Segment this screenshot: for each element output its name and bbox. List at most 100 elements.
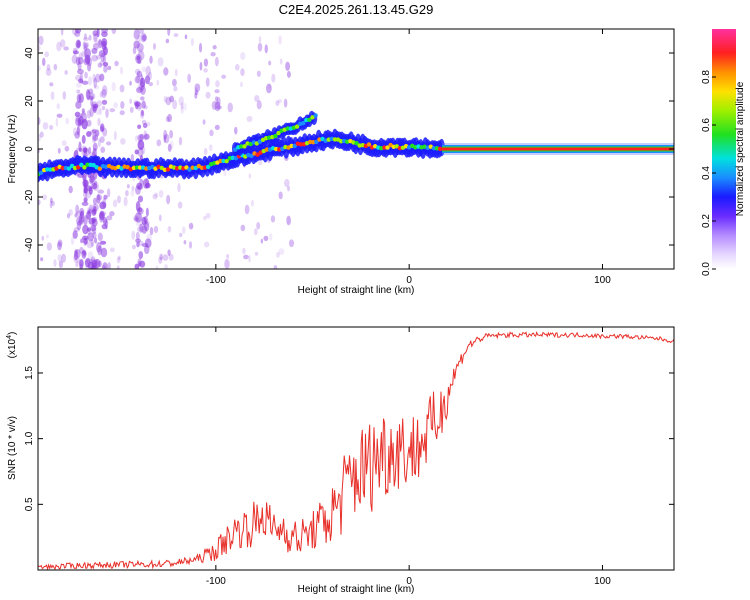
spectrogram-noise-speck xyxy=(162,254,169,261)
spectrogram-noise-column xyxy=(137,50,145,61)
spectrogram-noise-column xyxy=(101,99,108,105)
spectrogram-noise-speck xyxy=(129,98,133,105)
spectrogram-noise-speck xyxy=(49,125,54,130)
spectrogram-noise-column xyxy=(86,210,92,220)
spectrogram-noise-column xyxy=(86,185,93,192)
spectrogram-noise-speck xyxy=(61,140,67,147)
spectrogram-noise-speck xyxy=(179,232,183,238)
spectrogram-noise-column xyxy=(137,134,145,142)
spectrogram-noise-column xyxy=(101,29,108,34)
spectrogram-main-track-core xyxy=(205,164,211,170)
spectrogram-noise-speck xyxy=(99,91,103,98)
spectrogram-main-track-core xyxy=(137,165,143,170)
spectrogram-noise-speck xyxy=(100,146,106,153)
snr-y-tick-label: 1.5 xyxy=(24,366,35,380)
spectrogram-noise-speck xyxy=(208,144,213,152)
spectrogram-noise-speck xyxy=(109,211,115,217)
spectrogram-noise-speck xyxy=(60,29,64,36)
spectrogram-noise-column xyxy=(93,237,98,244)
spectrogram-noise-column xyxy=(101,264,107,269)
spectrogram-noise-column xyxy=(139,96,145,101)
spectrogram-noise-speck xyxy=(113,102,118,108)
spectrogram-noise-column xyxy=(102,218,109,226)
spectrogram-noise-column xyxy=(88,34,92,41)
spectrogram-noise-column xyxy=(84,71,88,79)
spectrogram-noise-column xyxy=(92,231,97,239)
spectrogram-noise-column xyxy=(99,201,107,210)
spectrogram-noise-column xyxy=(79,259,84,269)
spectrogram-noise-speck xyxy=(89,91,94,100)
spectrogram-noise-column xyxy=(92,30,98,37)
spectrogram-main-track-core xyxy=(165,167,171,172)
spectrogram-noise-speck xyxy=(119,110,125,116)
spectrogram-noise-speck xyxy=(76,89,81,94)
spectrogram-noise-column xyxy=(82,224,89,235)
spectrogram-noise-speck xyxy=(275,100,280,106)
spectrogram-noise-speck xyxy=(68,185,73,194)
spectrogram-noise-column xyxy=(92,135,99,142)
spectrogram-noise-speck xyxy=(131,185,135,192)
spectrogram-noise-column xyxy=(73,227,80,232)
spectrogram-noise-speck xyxy=(53,63,58,71)
spectrogram-noise-speck xyxy=(214,96,219,102)
spectrogram-noise-column xyxy=(90,239,95,248)
snr-frame xyxy=(37,326,675,571)
spectrogram-noise-speck xyxy=(167,29,171,37)
spectrogram-noise-speck xyxy=(154,192,159,198)
spectrogram-noise-column xyxy=(78,147,83,153)
spectrogram-noise-speck xyxy=(38,35,44,46)
spectrogram-noise-column xyxy=(87,261,95,269)
spectrogram-noise-speck xyxy=(263,235,269,242)
spectrogram-noise-column xyxy=(83,197,88,203)
spectrogram-noise-speck xyxy=(173,86,178,92)
spectrogram-noise-column xyxy=(81,134,86,144)
spectrogram-noise-speck xyxy=(109,247,115,253)
spectrogram-noise-speck xyxy=(148,82,154,87)
spectrogram-noise-column xyxy=(138,251,144,259)
spectrogram-noise-speck xyxy=(46,242,52,251)
spectrogram-noise-speck xyxy=(134,135,139,142)
colorbar-tick-label: 0.6 xyxy=(701,118,712,132)
spectrogram-noise-speck xyxy=(50,197,53,203)
spectrogram-noise-speck xyxy=(64,70,68,75)
spectrogram-main-track-core xyxy=(314,139,319,145)
spectrogram-noise-column xyxy=(138,240,144,247)
spectrogram-noise-speck xyxy=(131,230,136,240)
spectrogram-noise-speck xyxy=(105,141,112,146)
spectrogram-noise-speck xyxy=(74,213,78,218)
spectrogram-noise-column xyxy=(87,229,91,235)
spectrogram-noise-column xyxy=(99,136,105,144)
spectrogram-noise-speck xyxy=(114,60,119,67)
spectrogram-noise-speck xyxy=(165,96,172,106)
spectrogram-noise-speck xyxy=(171,78,177,87)
spectrogram-noise-column xyxy=(91,101,98,112)
spectrogram-noise-column xyxy=(144,182,151,189)
spectrogram-noise-speck xyxy=(56,113,63,118)
spectrogram-noise-speck xyxy=(284,179,290,188)
spectrogram-noise-speck xyxy=(244,204,250,215)
spectrogram-noise-speck xyxy=(137,48,144,54)
spectrogram-noise-column xyxy=(139,260,146,268)
spectrogram-noise-speck xyxy=(116,265,120,269)
spectrogram-noise-column xyxy=(96,29,100,38)
spectrogram-noise-column xyxy=(88,88,94,95)
spectrogram-noise-speck xyxy=(270,215,276,223)
spectrogram-noise-column xyxy=(102,197,107,209)
spectrogram-noise-speck xyxy=(130,153,135,163)
spectrogram-noise-column xyxy=(134,263,140,269)
spectrogram-noise-column xyxy=(78,78,84,84)
spectrogram-noise-column xyxy=(93,180,98,185)
spectrogram-noise-speck xyxy=(167,143,172,152)
spectrogram-upper-track-core xyxy=(294,124,300,129)
spectrogram-noise-speck xyxy=(83,33,87,40)
spectrogram-y-tick-label: 0 xyxy=(24,146,35,152)
spectrogram-main-track-core xyxy=(82,165,87,170)
spectrogram-noise-column xyxy=(103,46,108,56)
spectrogram-noise-column xyxy=(136,182,143,190)
colorbar-tick-label: 0.0 xyxy=(701,262,712,276)
spectrogram-noise-speck xyxy=(50,91,55,100)
colorbar-tick-label: 0.4 xyxy=(701,166,712,180)
spectrogram-noise-speck xyxy=(178,136,183,146)
spectrogram-noise-column xyxy=(72,230,78,239)
spectrogram-noise-speck xyxy=(107,262,111,269)
